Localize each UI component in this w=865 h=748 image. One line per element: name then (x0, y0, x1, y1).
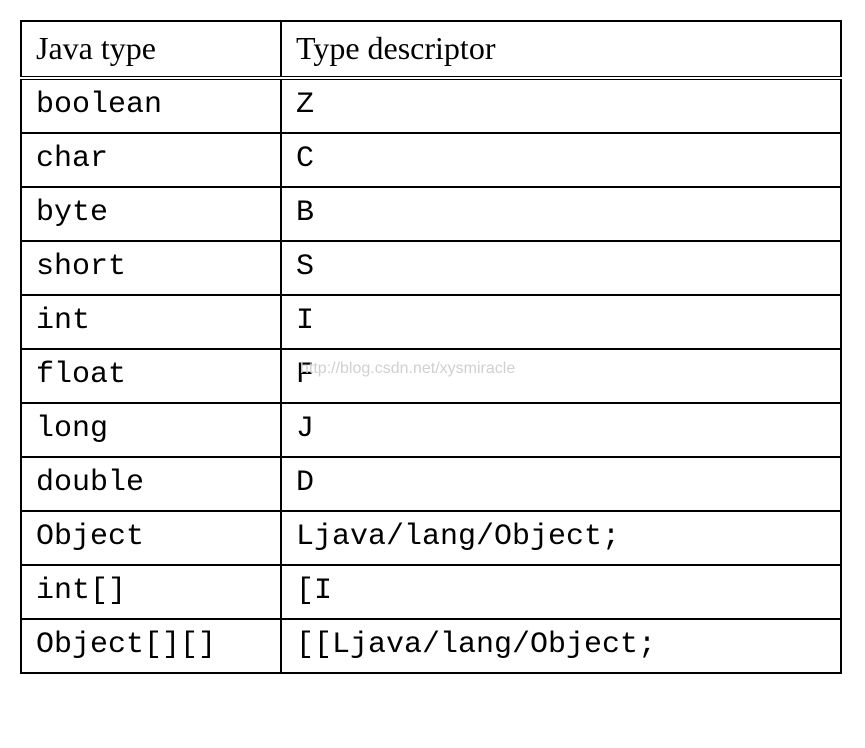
table-row: int[] [I (21, 565, 841, 619)
table-row: short S (21, 241, 841, 295)
cell-descriptor: F (281, 349, 841, 403)
column-header-java-type: Java type (21, 21, 281, 78)
table-row: double D (21, 457, 841, 511)
cell-java-type: Object (21, 511, 281, 565)
cell-java-type: short (21, 241, 281, 295)
cell-descriptor: I (281, 295, 841, 349)
cell-descriptor: Ljava/lang/Object; (281, 511, 841, 565)
table-row: long J (21, 403, 841, 457)
cell-java-type: char (21, 133, 281, 187)
cell-descriptor: C (281, 133, 841, 187)
cell-descriptor: B (281, 187, 841, 241)
table-row: float F (21, 349, 841, 403)
table-row: char C (21, 133, 841, 187)
cell-java-type: boolean (21, 78, 281, 133)
column-header-type-descriptor: Type descriptor (281, 21, 841, 78)
cell-descriptor: D (281, 457, 841, 511)
table-row: byte B (21, 187, 841, 241)
cell-java-type: int[] (21, 565, 281, 619)
type-descriptor-table-wrap: Java type Type descriptor boolean Z char… (20, 20, 845, 674)
table-row: Object Ljava/lang/Object; (21, 511, 841, 565)
table-row: int I (21, 295, 841, 349)
cell-descriptor: [I (281, 565, 841, 619)
cell-java-type: float (21, 349, 281, 403)
cell-descriptor: Z (281, 78, 841, 133)
cell-descriptor: S (281, 241, 841, 295)
cell-descriptor: [[Ljava/lang/Object; (281, 619, 841, 673)
cell-java-type: byte (21, 187, 281, 241)
cell-java-type: long (21, 403, 281, 457)
table-header-row: Java type Type descriptor (21, 21, 841, 78)
cell-java-type: Object[][] (21, 619, 281, 673)
cell-descriptor: J (281, 403, 841, 457)
cell-java-type: double (21, 457, 281, 511)
type-descriptor-table: Java type Type descriptor boolean Z char… (20, 20, 842, 674)
table-row: Object[][] [[Ljava/lang/Object; (21, 619, 841, 673)
cell-java-type: int (21, 295, 281, 349)
table-row: boolean Z (21, 78, 841, 133)
